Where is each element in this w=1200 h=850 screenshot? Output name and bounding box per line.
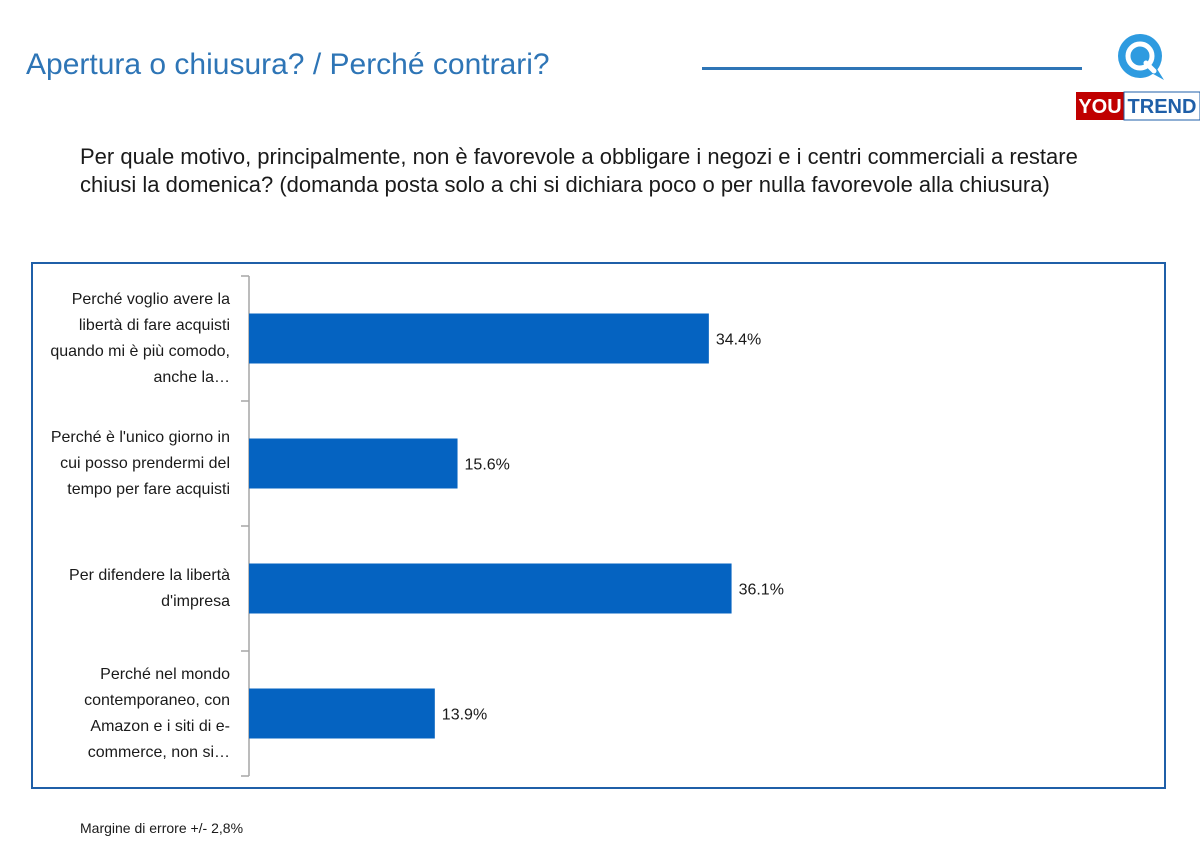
category-label: Perché voglio avere la libertà di fare a… — [50, 290, 230, 386]
title-divider — [702, 67, 1082, 70]
bar-value-label: 13.9% — [442, 707, 487, 724]
logo-trend-box — [1123, 91, 1200, 121]
bar-value-label: 15.6% — [465, 457, 510, 474]
survey-question: Per quale motivo, principalmente, non è … — [80, 144, 1078, 197]
error-margin-note: Margine di errore +/- 2,8% — [80, 820, 244, 836]
logo-trend-text: TREND — [1128, 96, 1197, 118]
logo-you-box — [1076, 92, 1124, 120]
bar-value-label: 36.1% — [739, 582, 784, 599]
youtrend-logo: YOU TREND — [1076, 34, 1200, 121]
chart-frame — [31, 262, 1166, 789]
bar — [249, 438, 458, 489]
page-title: Apertura o chiusura? / Perché contrari? — [26, 48, 550, 81]
bar — [249, 313, 709, 364]
bar — [249, 563, 732, 614]
category-label: Per difendere la libertà d'impresa — [69, 566, 230, 610]
category-label: Perché nel mondo contemporaneo, con Amaz… — [84, 665, 230, 761]
bar — [249, 688, 435, 739]
logo-you-text: YOU — [1078, 96, 1121, 118]
speech-bubble-q-icon — [1118, 34, 1164, 80]
bar-value-label: 34.4% — [716, 332, 761, 349]
category-label: Perché è l'unico giorno in cui posso pre… — [50, 428, 230, 498]
